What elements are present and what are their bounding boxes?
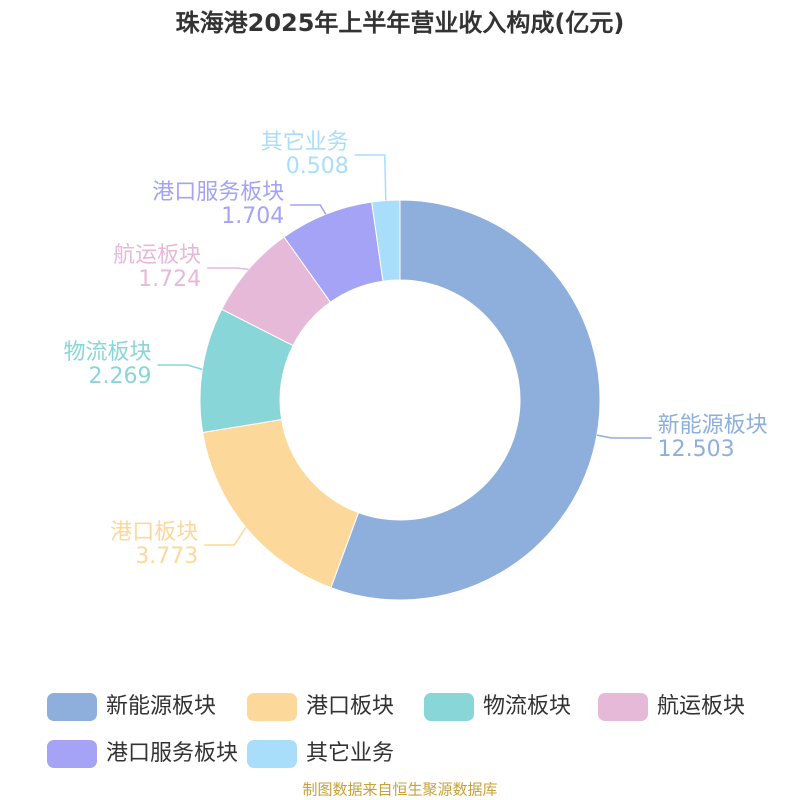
legend-label: 物流板块 xyxy=(483,694,571,719)
leader-line xyxy=(204,527,247,546)
legend-swatch xyxy=(247,740,297,768)
legend-swatch xyxy=(247,693,297,721)
legend-swatch xyxy=(424,693,474,721)
donut-slice xyxy=(330,199,601,601)
value-label: 2.269 xyxy=(89,364,152,389)
slice-label: 港口服务板块 xyxy=(152,180,284,205)
legend-swatch xyxy=(598,693,648,721)
chart-title: 珠海港2025年上半年营业收入构成(亿元) xyxy=(176,9,625,37)
legend-label: 港口板块 xyxy=(306,694,394,719)
value-label: 12.503 xyxy=(658,437,735,462)
legend-label: 港口服务板块 xyxy=(106,741,238,766)
value-label: 0.508 xyxy=(286,154,349,179)
legend-swatch xyxy=(47,693,97,721)
slice-label: 物流板块 xyxy=(64,340,152,365)
donut-slice xyxy=(371,199,401,282)
value-label: 1.704 xyxy=(221,204,284,229)
legend-label: 航运板块 xyxy=(657,694,745,719)
legend-swatch xyxy=(47,740,97,768)
leader-line xyxy=(354,154,387,201)
leader-line xyxy=(157,364,203,371)
value-label: 1.724 xyxy=(138,267,201,292)
slice-label: 新能源板块 xyxy=(658,413,768,438)
leader-line xyxy=(596,434,652,439)
slice-label: 其它业务 xyxy=(261,130,349,155)
slice-label: 港口板块 xyxy=(110,520,198,545)
donut-slice xyxy=(202,418,360,589)
leader-line xyxy=(290,204,327,215)
source-note: 制图数据来自恒生聚源数据库 xyxy=(302,781,497,799)
slice-label: 航运板块 xyxy=(113,243,201,268)
legend-label: 其它业务 xyxy=(306,741,394,766)
leader-line xyxy=(207,267,249,271)
value-label: 3.773 xyxy=(135,544,198,569)
legend-label: 新能源板块 xyxy=(106,694,216,719)
